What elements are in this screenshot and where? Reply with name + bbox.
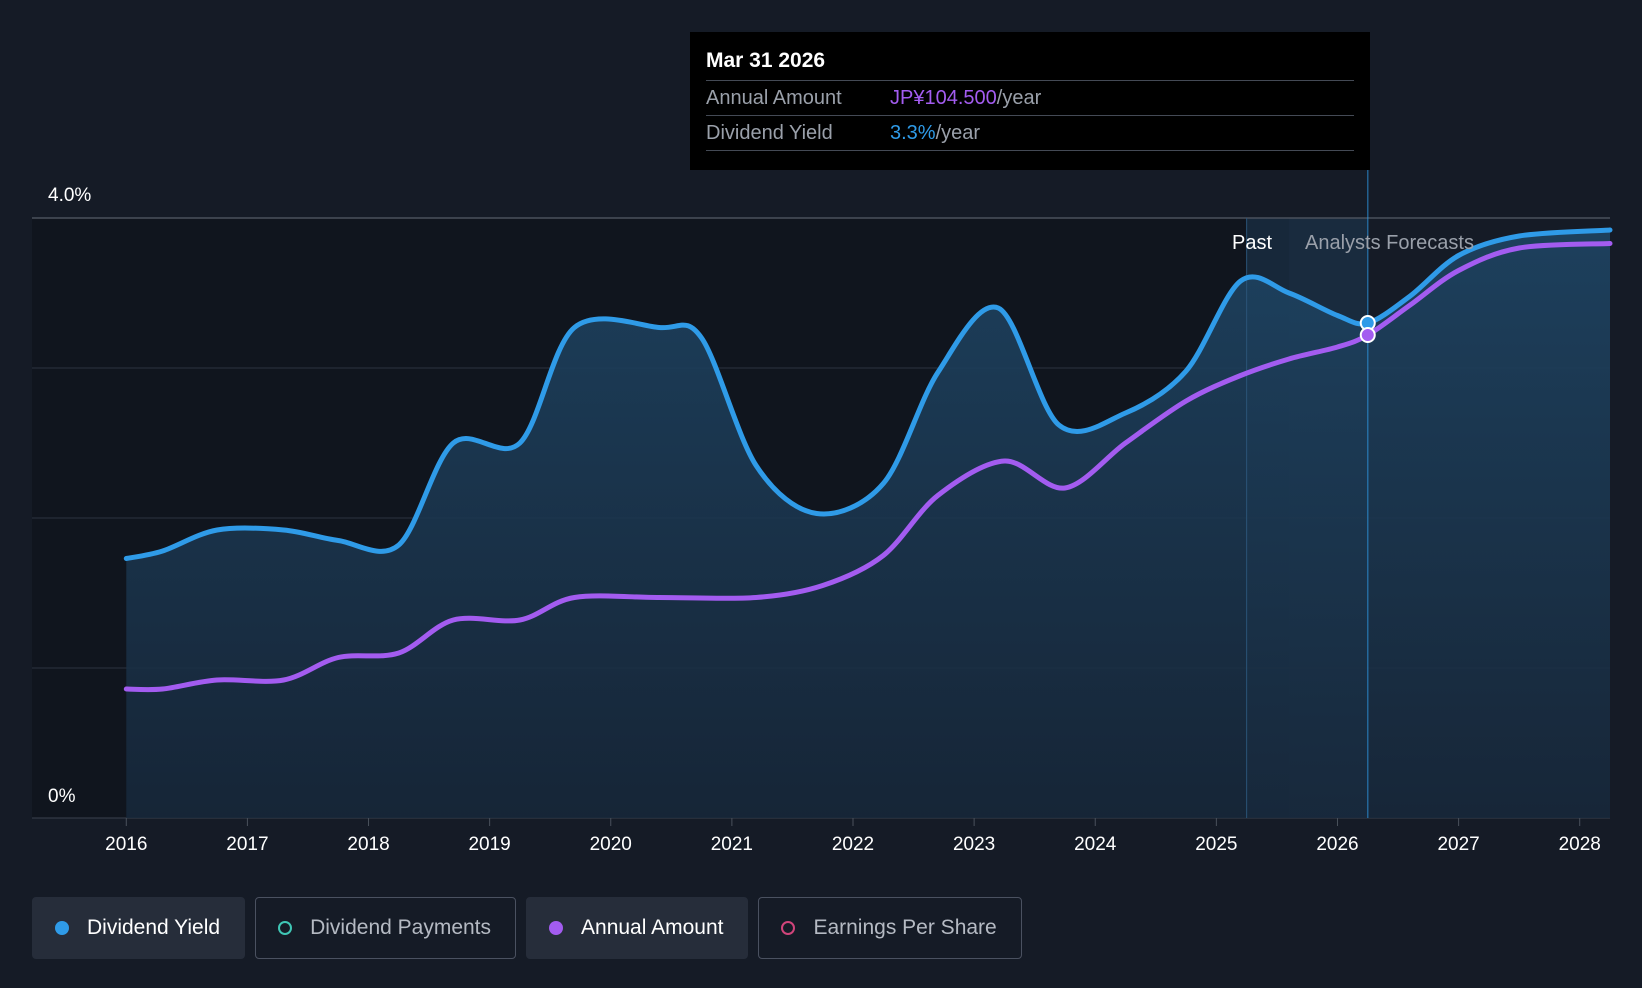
x-tick-label: 2021 xyxy=(711,834,753,855)
chart-legend: Dividend Yield Dividend Payments Annual … xyxy=(32,897,1022,959)
x-tick-label: 2023 xyxy=(953,834,995,855)
tooltip-unit: /year xyxy=(996,87,1042,109)
x-tick-label: 2027 xyxy=(1437,834,1479,855)
x-tick-label: 2024 xyxy=(1074,834,1117,855)
filled-circle-icon xyxy=(55,921,69,935)
annual-amount-marker xyxy=(1359,327,1376,343)
tooltip-key: Dividend Yield xyxy=(706,122,833,144)
past-label: Past xyxy=(1232,232,1272,254)
chart-tooltip: Mar 31 2026 Annual Amount JP¥104.500 /ye… xyxy=(690,32,1370,170)
x-tick-label: 2022 xyxy=(832,834,874,855)
y-axis-top-label: 4.0% xyxy=(48,185,91,206)
legend-earnings-per-share-button[interactable]: Earnings Per Share xyxy=(758,897,1022,959)
x-tick-label: 2018 xyxy=(347,834,389,855)
filled-circle-icon xyxy=(549,921,564,935)
x-axis: 2016 2017 2018 2019 2020 2021 2022 2023 2024 2025… xyxy=(105,818,1601,855)
legend-annual-amount-button[interactable]: Annual Amount xyxy=(526,897,749,959)
legend-dividend-payments-button[interactable]: Dividend Payments xyxy=(255,897,517,959)
tooltip-row-annual-amount: Annual Amount JP¥104.500 /year xyxy=(706,81,1354,116)
legend-dividend-yield-button[interactable]: Dividend Yield xyxy=(32,897,246,959)
x-tick-label: 2020 xyxy=(590,834,632,855)
x-tick-label: 2025 xyxy=(1195,834,1237,855)
y-axis-bottom-label: 0% xyxy=(48,786,76,807)
tooltip-key: Annual Amount xyxy=(706,87,842,109)
legend-label: Dividend Yield xyxy=(87,916,221,939)
tooltip-date: Mar 31 2026 xyxy=(706,46,1354,81)
x-tick-label: 2019 xyxy=(468,834,510,855)
tooltip-unit: /year xyxy=(935,122,981,144)
x-tick-label: 2028 xyxy=(1559,834,1601,855)
tooltip-value: 3.3% xyxy=(890,122,936,144)
legend-label: Dividend Payments xyxy=(310,916,492,939)
forecast-label: Analysts Forecasts xyxy=(1305,232,1474,254)
legend-label: Annual Amount xyxy=(581,916,724,939)
hollow-circle-icon xyxy=(278,921,293,935)
x-tick-label: 2026 xyxy=(1316,834,1358,855)
legend-label: Earnings Per Share xyxy=(813,916,997,939)
hollow-circle-icon xyxy=(781,921,796,935)
tooltip-row-dividend-yield: Dividend Yield 3.3% /year xyxy=(706,116,1354,151)
dividend-yield-line xyxy=(123,227,1613,561)
tooltip-value: JP¥104.500 xyxy=(890,87,997,109)
x-tick-label: 2016 xyxy=(105,834,147,855)
x-tick-label: 2017 xyxy=(226,834,268,855)
